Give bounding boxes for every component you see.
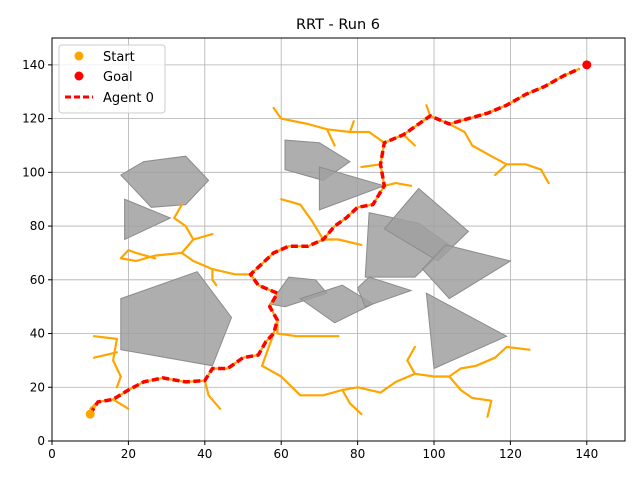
- y-tick-label: 40: [30, 327, 45, 341]
- tree-branch: [192, 233, 214, 241]
- obstacles: [120, 139, 512, 370]
- y-tick-label: 80: [30, 219, 45, 233]
- tree-branch: [341, 388, 363, 416]
- obstacle-polygon: [318, 166, 386, 211]
- tree-branch: [276, 319, 340, 338]
- tree-branch: [211, 268, 218, 287]
- tree-branch: [115, 375, 122, 389]
- axes-frame: [51, 37, 626, 442]
- tree-branch: [280, 198, 325, 241]
- goal-marker: [582, 60, 592, 70]
- tree-branch: [92, 351, 119, 359]
- tree-branch: [448, 122, 550, 185]
- legend-start-label: Start: [103, 50, 135, 65]
- obstacle-polygon: [120, 155, 210, 208]
- legend-goal-marker: [74, 71, 84, 81]
- tree-branch: [348, 120, 355, 134]
- chart-title: RRT - Run 6: [296, 17, 380, 33]
- x-tick-label: 100: [423, 447, 446, 461]
- tree-branch: [383, 182, 413, 187]
- x-tick-label: 60: [274, 447, 289, 461]
- obstacle-polygon: [425, 292, 508, 370]
- axis-ticks: 0 20 40 60 80 100 120 140 0 20 40 60 80 100 120 140: [22, 58, 598, 461]
- tree-branch: [360, 163, 382, 169]
- y-tick-label: 60: [30, 273, 45, 287]
- tree-branch: [406, 345, 416, 375]
- obstacle-polygon: [284, 139, 351, 181]
- tree-branch: [173, 203, 195, 254]
- legend-start-marker: [74, 51, 84, 61]
- tree-branch: [322, 238, 363, 246]
- y-tick-label: 120: [22, 112, 45, 126]
- agent-path: [88, 67, 580, 416]
- tree-branch: [325, 128, 336, 147]
- x-tick-label: 80: [350, 447, 365, 461]
- tree-branch: [402, 133, 416, 147]
- y-tick-label: 20: [30, 380, 45, 394]
- tree-branch: [261, 345, 531, 397]
- obstacle-polygon: [421, 244, 512, 300]
- obstacle-polygon: [124, 198, 172, 241]
- obstacle-polygon: [120, 271, 233, 367]
- obstacle-polygon: [357, 276, 413, 308]
- tree-branch: [448, 375, 493, 418]
- tree-branch: [425, 104, 432, 118]
- x-tick-label: 40: [197, 447, 212, 461]
- legend-agent-label: Agent 0: [103, 91, 154, 106]
- tree-branch: [261, 332, 275, 367]
- tree-branch: [119, 249, 252, 276]
- y-tick-label: 140: [22, 58, 45, 72]
- x-tick-label: 20: [121, 447, 136, 461]
- legend-goal-label: Goal: [103, 70, 133, 85]
- markers: [85, 60, 592, 419]
- tree-branch: [92, 335, 122, 378]
- x-tick-label: 140: [575, 447, 598, 461]
- tree-branch: [111, 398, 130, 410]
- x-tick-label: 120: [499, 447, 522, 461]
- legend: Start Goal Agent 0: [58, 44, 166, 114]
- tree-branch: [203, 379, 222, 410]
- x-tick-label: 0: [48, 447, 56, 461]
- tree-branch: [494, 163, 508, 177]
- agent-0-path: [88, 67, 580, 416]
- y-tick-label: 100: [22, 165, 45, 179]
- start-marker: [85, 409, 95, 419]
- y-tick-label: 0: [37, 434, 45, 448]
- obstacle-polygon: [383, 187, 470, 262]
